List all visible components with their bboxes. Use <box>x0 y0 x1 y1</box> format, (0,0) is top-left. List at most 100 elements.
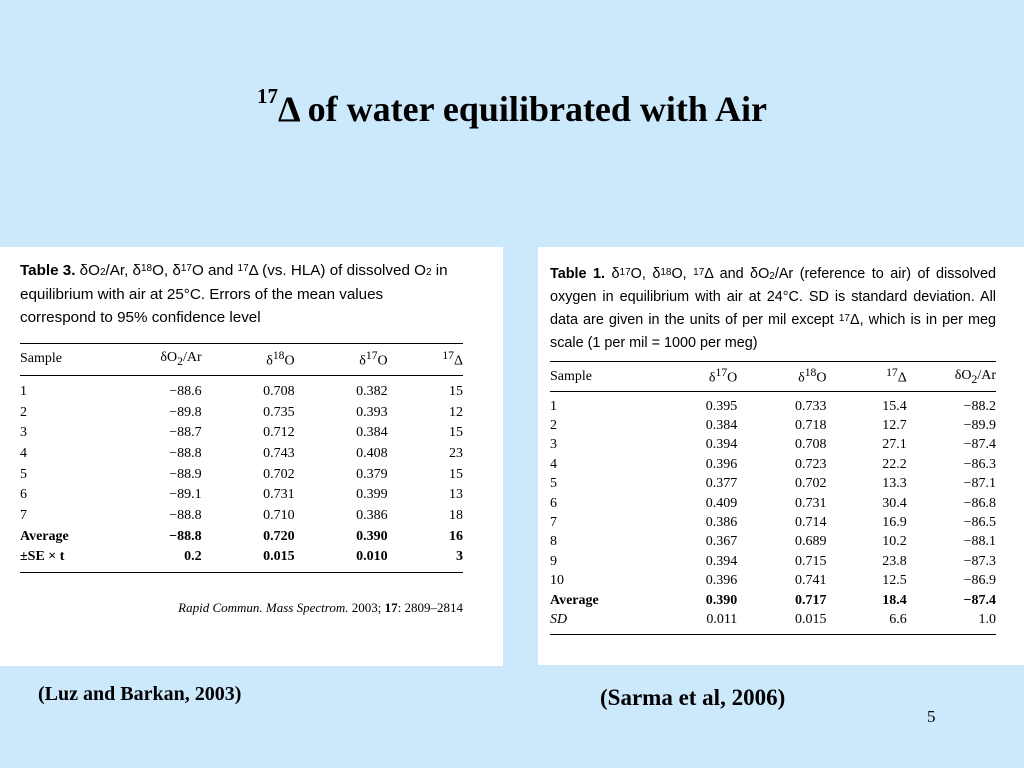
citation-journal: Rapid Commun. Mass Spectrom. <box>178 599 349 615</box>
header-text: δ <box>798 370 805 386</box>
caption-text: O, δ <box>152 262 181 279</box>
table-row: 9 0.394 0.715 23.8 −87.3 <box>550 552 996 571</box>
reference-luz-barkan: (Luz and Barkan, 2003) <box>38 683 242 705</box>
cell-d17: 0.386 <box>705 515 738 531</box>
table-row: 1 −88.6 0.708 0.382 15 <box>20 375 463 402</box>
caption-text: in equilibrium with air at 25°C. Errors … <box>20 262 448 326</box>
cell-d18: 0.015 <box>263 549 295 565</box>
cell-cap: 23 <box>449 445 463 461</box>
header-text: δ <box>359 353 366 369</box>
cell-d17: 0.384 <box>705 418 738 434</box>
header-d17o: δ17O <box>657 362 737 392</box>
cell-cap: 3 <box>456 549 463 565</box>
table-row: Average 0.390 0.717 18.4 −87.4 <box>550 591 996 610</box>
table-row: 8 0.367 0.689 10.2 −88.1 <box>550 533 996 552</box>
cell-d17: 0.390 <box>356 528 388 544</box>
header-sub: 2 <box>971 372 978 386</box>
cell-cap: 6.6 <box>889 611 907 627</box>
journal-citation: Rapid Commun. Mass Spectrom. 2003; 17: 2… <box>20 600 463 616</box>
table-row: 1 0.395 0.733 15.4 −88.2 <box>550 392 996 417</box>
header-cap-delta: 17Δ <box>388 343 463 375</box>
header-text: /Ar <box>977 367 996 383</box>
table-row: 10 0.396 0.741 12.5 −86.9 <box>550 572 996 591</box>
cell-d18: 0.717 <box>794 592 827 608</box>
cell-o2ar: −86.5 <box>963 515 996 531</box>
header-text: δO <box>954 367 972 383</box>
cell-o2ar: −88.7 <box>169 425 202 441</box>
header-d17o: δ17O <box>295 343 387 375</box>
cell-d18: 0.708 <box>794 437 827 453</box>
cell-cap: 27.1 <box>882 437 907 453</box>
cell-d18: 0.715 <box>794 553 827 569</box>
cell-sample: 8 <box>550 534 557 550</box>
header-sup: 17 <box>442 348 454 362</box>
cell-o2ar: 0.2 <box>184 549 202 565</box>
header-sample: Sample <box>550 368 592 384</box>
table-row: 2 −89.8 0.735 0.393 12 <box>20 402 463 423</box>
cell-d18: 0.689 <box>794 534 827 550</box>
cell-d18: 0.712 <box>263 425 295 441</box>
caption-sup: 18 <box>140 263 153 274</box>
cell-sample: 4 <box>20 445 27 461</box>
cell-o2ar: −89.1 <box>169 487 202 503</box>
cell-d18: 0.723 <box>794 456 827 472</box>
caption-sup: 17 <box>619 267 631 278</box>
cell-o2ar: −86.8 <box>963 495 996 511</box>
cell-d18: 0.015 <box>794 611 827 627</box>
cell-o2ar: −88.8 <box>169 528 202 544</box>
cell-o2ar: 1.0 <box>978 611 997 627</box>
header-text: Δ <box>453 353 463 369</box>
caption-text: δO <box>75 262 100 279</box>
table-header-row: Sample δO2/Ar δ18O δ17O 17Δ <box>20 343 463 375</box>
cell-cap: 12 <box>449 404 463 420</box>
cell-cap: 18.4 <box>882 592 907 608</box>
citation-year: 2003; <box>348 599 385 615</box>
caption-sup: 18 <box>660 267 672 278</box>
caption-sub: 2 <box>99 267 106 278</box>
header-d18o: δ18O <box>737 362 826 392</box>
cell-sample: 1 <box>550 398 557 414</box>
cell-d18: 0.702 <box>794 476 827 492</box>
cell-d17: 0.394 <box>705 437 738 453</box>
caption-sup: 17 <box>237 263 249 274</box>
cell-d17: 0.396 <box>705 456 738 472</box>
cell-d17: 0.379 <box>356 466 388 482</box>
caption-text: O, δ <box>630 266 661 282</box>
table-row: 5 −88.9 0.702 0.379 15 <box>20 464 463 485</box>
header-sub: 2 <box>177 354 183 368</box>
cell-d17: 0.394 <box>705 553 738 569</box>
caption-text: Δ and δO <box>704 266 770 282</box>
table-row: 4 −88.8 0.743 0.408 23 <box>20 444 463 465</box>
cell-sample: 10 <box>550 573 564 589</box>
cell-cap: 12.7 <box>882 418 907 434</box>
cell-sample: 5 <box>20 466 27 482</box>
table-row: 2 0.384 0.718 12.7 −89.9 <box>550 416 996 435</box>
caption-text: O, <box>671 266 694 282</box>
cell-o2ar: −88.2 <box>963 398 996 414</box>
caption-text: δ <box>605 266 620 282</box>
cell-sample: Average <box>550 592 599 608</box>
header-text: Δ <box>897 370 907 386</box>
cell-d18: 0.733 <box>794 398 827 414</box>
header-text: O <box>284 353 295 369</box>
cell-d17: 0.386 <box>356 507 388 523</box>
cell-cap: 16.9 <box>882 515 907 531</box>
cell-sample: 7 <box>20 507 27 523</box>
header-text: δ <box>708 370 716 386</box>
citation-pages: : 2809–2814 <box>397 599 463 615</box>
cell-d17: 0.384 <box>356 425 388 441</box>
cell-cap: 15 <box>449 425 463 441</box>
caption-text: Δ (vs. HLA) of dissolved O <box>248 262 426 279</box>
cell-d18: 0.743 <box>263 445 295 461</box>
table-row: 7 −88.8 0.710 0.386 18 <box>20 506 463 527</box>
cell-o2ar: −86.9 <box>963 573 996 589</box>
cell-d17: 0.393 <box>356 404 388 420</box>
cell-d17: 0.367 <box>705 534 738 550</box>
caption-text: O and <box>191 262 238 279</box>
table-row: SD 0.011 0.015 6.6 1.0 <box>550 610 996 634</box>
caption-sup: 17 <box>838 313 850 324</box>
table-row: 5 0.377 0.702 13.3 −87.1 <box>550 475 996 494</box>
cell-o2ar: −88.6 <box>169 383 202 399</box>
table-row: 4 0.396 0.723 22.2 −86.3 <box>550 455 996 474</box>
caption-sup: 17 <box>180 263 192 274</box>
